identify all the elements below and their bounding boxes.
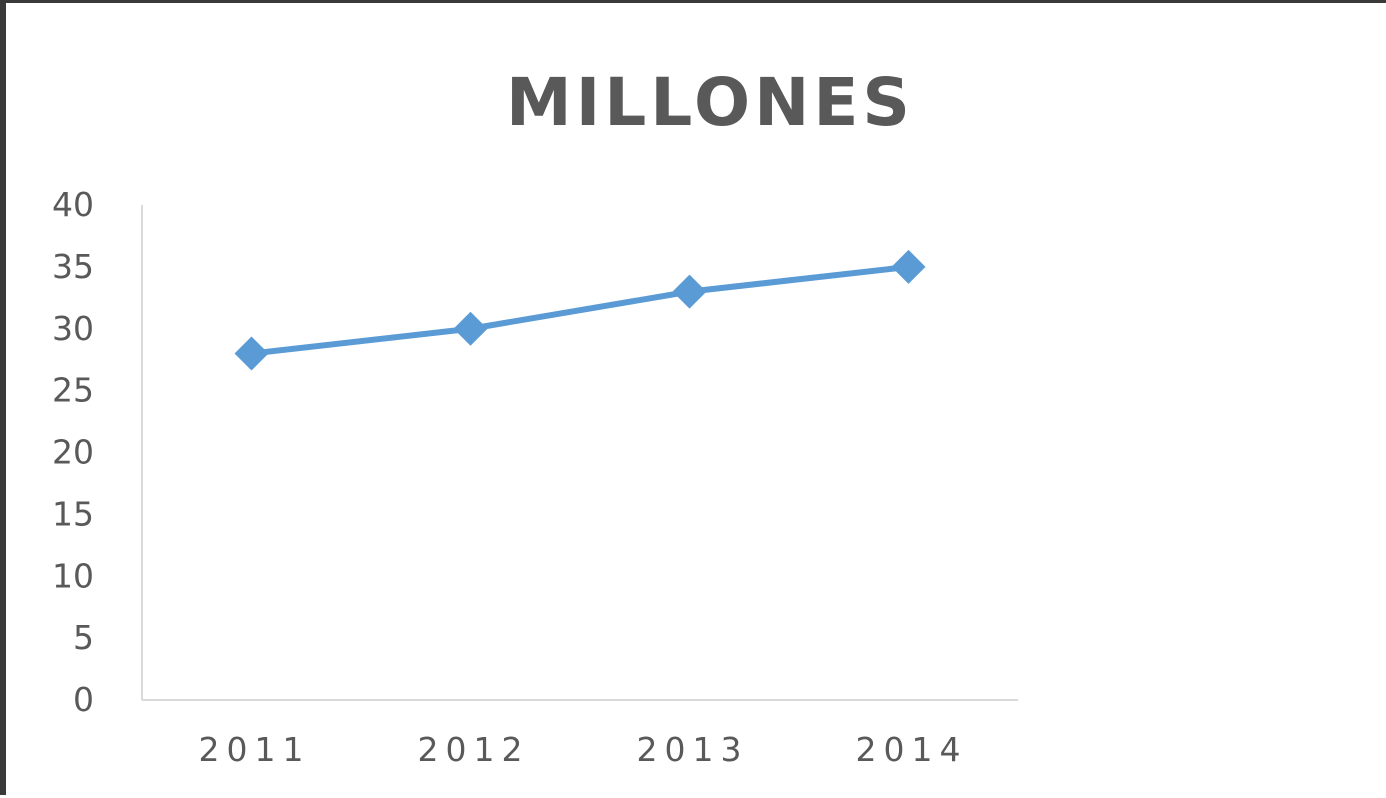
data-point-marker <box>453 311 488 346</box>
y-tick-label: 35 <box>52 247 94 286</box>
y-tick-label: 10 <box>52 556 94 595</box>
data-point-marker <box>891 249 926 284</box>
y-tick-label: 5 <box>73 618 94 657</box>
y-tick-label: 20 <box>52 433 94 472</box>
y-tick-label: 15 <box>52 494 94 533</box>
chart-axes <box>141 205 1018 701</box>
data-point-marker <box>234 336 269 371</box>
chart-title: MILLONES <box>506 64 914 141</box>
y-tick-label: 40 <box>52 185 94 224</box>
x-tick-label: 2012 <box>418 730 530 769</box>
x-axis-ticks: 2011 2012 2013 2014 <box>199 730 968 769</box>
y-tick-label: 30 <box>52 309 94 348</box>
series-layer <box>234 249 926 371</box>
x-tick-label: 2013 <box>637 730 749 769</box>
y-tick-label: 0 <box>73 680 94 719</box>
x-tick-label: 2011 <box>199 730 311 769</box>
data-point-marker <box>672 274 707 309</box>
y-tick-label: 25 <box>52 371 94 410</box>
y-axis-ticks: 0 5 10 15 20 25 30 35 40 <box>52 185 94 719</box>
series-line <box>248 263 912 357</box>
x-tick-label: 2014 <box>856 730 968 769</box>
